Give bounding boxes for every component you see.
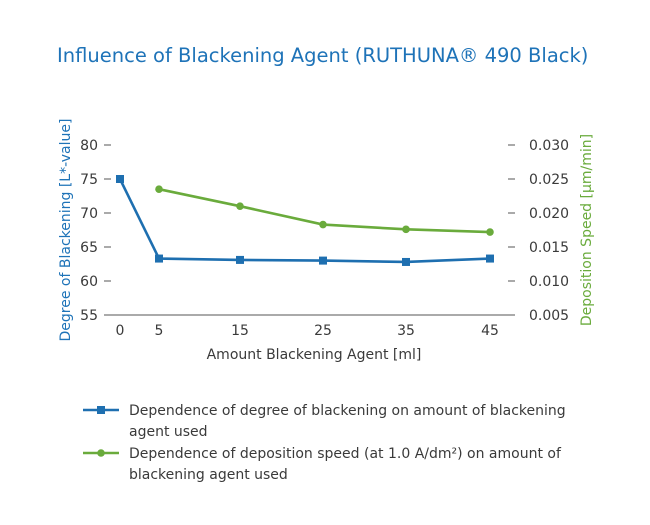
x-tick-label: 15 [231, 323, 249, 339]
y-left-tick-label: 55 [80, 308, 98, 324]
y-right-tick-label: 0.010 [529, 274, 569, 290]
legend-label-2: Dependence of deposition speed (at 1.0 A… [129, 446, 562, 462]
y-left-tick-label: 75 [80, 172, 98, 188]
series-1-point [486, 254, 494, 263]
y-right-axis-label: Deposition Speed [μm/min] [579, 134, 595, 326]
legend-label-1: Dependence of degree of blackening on am… [129, 403, 566, 419]
x-tick-label: 0 [116, 323, 125, 339]
x-tick-label: 45 [481, 323, 499, 339]
x-tick-label: 5 [155, 323, 164, 339]
series-1-point [116, 175, 124, 183]
legend-label-1: agent used [129, 424, 208, 440]
legend-marker-1 [97, 406, 105, 414]
x-tick-label: 35 [397, 323, 415, 339]
x-axis-label: Amount Blackening Agent [ml] [207, 347, 422, 363]
series-2-point [236, 202, 244, 210]
series-1-point [236, 255, 244, 264]
series-2-point [486, 228, 494, 236]
y-right-tick-label: 0.015 [529, 240, 569, 256]
y-left-tick-label: 60 [80, 274, 98, 290]
y-left-tick-label: 80 [80, 138, 98, 154]
y-left-tick-label: 70 [80, 206, 98, 222]
series-line-1 [118, 178, 491, 264]
y-left-axis-label: Degree of Blackening [L*-value] [58, 119, 74, 342]
series-1-point [319, 256, 327, 265]
series-1-point [402, 257, 410, 266]
y-right-tick-label: 0.030 [529, 138, 569, 154]
y-right-tick-label: 0.025 [529, 172, 569, 188]
x-tick-label: 25 [314, 323, 332, 339]
legend-label-2: blackening agent used [129, 467, 288, 483]
legend-marker-2 [97, 449, 105, 457]
series-1-point [155, 254, 163, 263]
y-right-tick-label: 0.005 [529, 308, 569, 324]
y-left-tick-label: 65 [80, 240, 98, 256]
series-2-point [402, 225, 410, 234]
series-2-point [319, 220, 327, 229]
y-right-tick-label: 0.020 [529, 206, 569, 222]
chart-title: Influence of Blackening Agent (RUTHUNA® … [57, 44, 589, 67]
series-2-point [155, 185, 163, 193]
